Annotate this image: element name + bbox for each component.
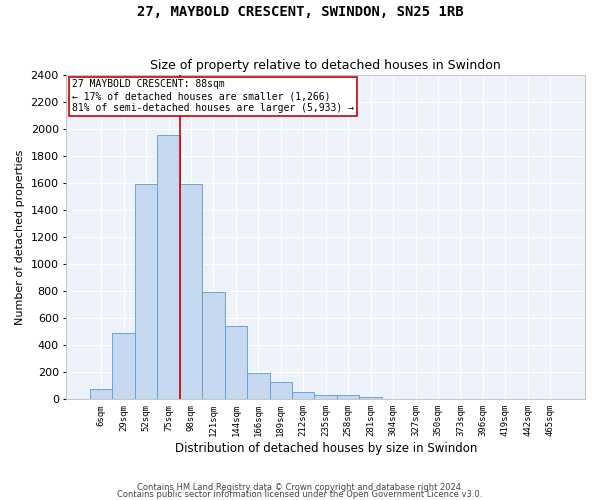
Bar — [225, 326, 247, 400]
Bar — [359, 398, 382, 400]
Text: Contains public sector information licensed under the Open Government Licence v3: Contains public sector information licen… — [118, 490, 482, 499]
Bar — [90, 389, 112, 400]
Bar — [112, 333, 135, 400]
X-axis label: Distribution of detached houses by size in Swindon: Distribution of detached houses by size … — [175, 442, 477, 455]
Title: Size of property relative to detached houses in Swindon: Size of property relative to detached ho… — [151, 59, 501, 72]
Bar — [269, 382, 292, 400]
Text: 27, MAYBOLD CRESCENT, SWINDON, SN25 1RB: 27, MAYBOLD CRESCENT, SWINDON, SN25 1RB — [137, 5, 463, 19]
Y-axis label: Number of detached properties: Number of detached properties — [15, 150, 25, 324]
Bar — [382, 398, 404, 400]
Bar — [247, 373, 269, 400]
Bar — [314, 394, 337, 400]
Bar — [135, 184, 157, 400]
Text: Contains HM Land Registry data © Crown copyright and database right 2024.: Contains HM Land Registry data © Crown c… — [137, 484, 463, 492]
Bar — [337, 394, 359, 400]
Bar — [404, 398, 427, 400]
Bar — [157, 136, 180, 400]
Bar — [292, 392, 314, 400]
Bar — [180, 184, 202, 400]
Bar — [202, 292, 225, 400]
Text: 27 MAYBOLD CRESCENT: 88sqm
← 17% of detached houses are smaller (1,266)
81% of s: 27 MAYBOLD CRESCENT: 88sqm ← 17% of deta… — [71, 80, 353, 112]
